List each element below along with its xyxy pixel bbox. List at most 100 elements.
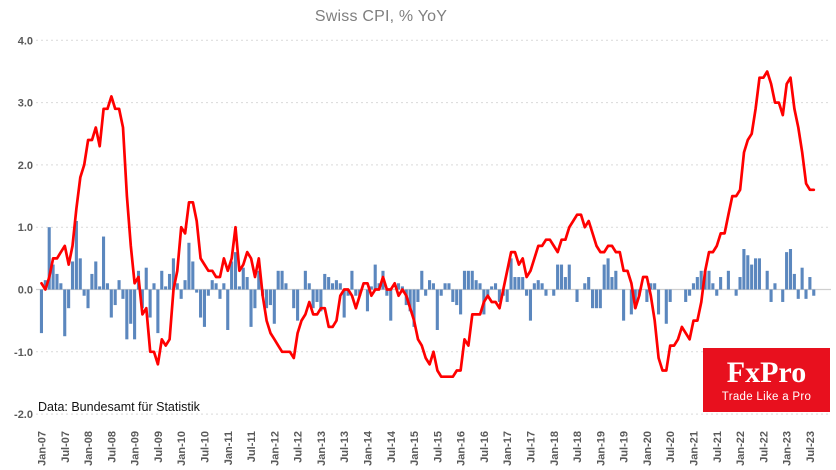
x-tick-label: Jan-15 [409,431,421,466]
mom-bar [105,283,109,290]
mom-bar [528,289,533,321]
mom-bar [792,273,796,290]
mom-bar [622,289,626,321]
mom-bar [187,242,191,290]
mom-bar [222,283,226,290]
mom-bar [346,289,350,296]
y-axis-labels: 4.0 3.0 2.0 1.0 0.0 -1.0 -2.0 [14,35,33,421]
mom-bar [462,270,467,290]
mom-bar [129,289,133,324]
mom-bar [101,236,106,290]
x-tick-label: Jan-16 [456,431,468,466]
mom-bar [587,277,591,290]
mom-bar [218,289,222,299]
mom-bar [249,289,253,327]
mom-bar [323,273,327,290]
mom-bar [800,267,804,290]
mom-bar [594,289,598,309]
mom-bar [253,289,257,309]
mom-bar [785,252,789,290]
mom-bar [598,289,602,309]
mom-bar [796,289,800,299]
mom-bar [369,286,373,290]
mom-bar [98,286,102,290]
x-tick-label: Jan-23 [782,431,794,466]
mom-bars [39,220,816,340]
mom-bar [237,286,241,290]
mom-bar [175,283,179,290]
mom-bar [144,267,148,290]
mom-bar [773,283,777,290]
mom-bar [610,277,614,290]
mom-bar [459,289,463,315]
mom-bar [311,289,315,309]
mom-bar [408,289,412,312]
x-tick-label: Jul-11 [246,431,258,462]
mom-bar [183,280,187,290]
x-tick-label: Jul-20 [665,431,677,463]
mom-bar [241,267,245,290]
mom-bar [633,289,637,309]
mom-bar [451,289,455,302]
x-tick-label: Jul-08 [106,431,118,463]
mom-bar [133,289,137,340]
mom-bar [695,277,699,290]
mom-bar [315,289,319,302]
x-tick-label: Jan-21 [689,431,701,466]
mom-bar [556,264,560,290]
mom-bar [191,261,195,290]
mom-bar [82,289,86,296]
mom-bar [443,283,447,290]
mom-bar [575,289,579,302]
mom-bar [509,258,513,290]
mom-bar [412,289,416,327]
x-tick-label: Jan-22 [735,431,747,466]
mom-bar [43,280,47,290]
x-tick-label: Jan-07 [37,431,49,466]
mom-bar [140,289,144,309]
mom-bar [164,286,168,290]
mom-bar [276,270,280,290]
x-tick-label: Jul-14 [386,430,398,463]
mom-bar [206,289,210,296]
mom-bar [691,283,696,290]
mom-bar [90,273,94,290]
x-tick-label: Jul-10 [200,431,212,463]
x-tick-label: Jan-11 [223,431,235,465]
x-tick-label: Jul-15 [432,431,444,463]
x-tick-label: Jul-19 [619,431,631,463]
mom-bar [428,280,432,290]
mom-bar [521,277,525,290]
mom-bar [327,277,331,290]
mom-bar [602,264,606,290]
mom-bar [233,252,238,290]
mom-bar [179,289,183,299]
fxpro-logo-brand-text: FxPro [726,355,807,389]
mom-bar [160,270,164,290]
x-tick-label: Jan-17 [502,431,514,466]
x-tick-label: Jan-14 [363,430,375,466]
y-tick-label: -1.0 [14,347,33,359]
y-tick-label: 1.0 [18,222,33,234]
mom-bar [365,289,370,312]
mom-bar [497,289,501,302]
mom-bar [649,283,653,290]
x-tick-label: Jul-12 [293,431,305,463]
mom-bar [319,289,323,312]
mom-bar [264,289,269,309]
mom-bar [385,289,389,296]
mom-bar [754,258,758,290]
mom-bar [113,289,117,306]
mom-bar [664,289,668,324]
y-tick-label: 3.0 [18,98,33,110]
mom-bar [513,277,517,290]
mom-bar [51,264,55,290]
mom-bar [94,261,98,290]
mom-bar [552,289,556,296]
mom-bar [39,289,43,334]
mom-bar [668,289,672,302]
mom-bar [125,289,129,340]
mom-bar [656,289,661,315]
